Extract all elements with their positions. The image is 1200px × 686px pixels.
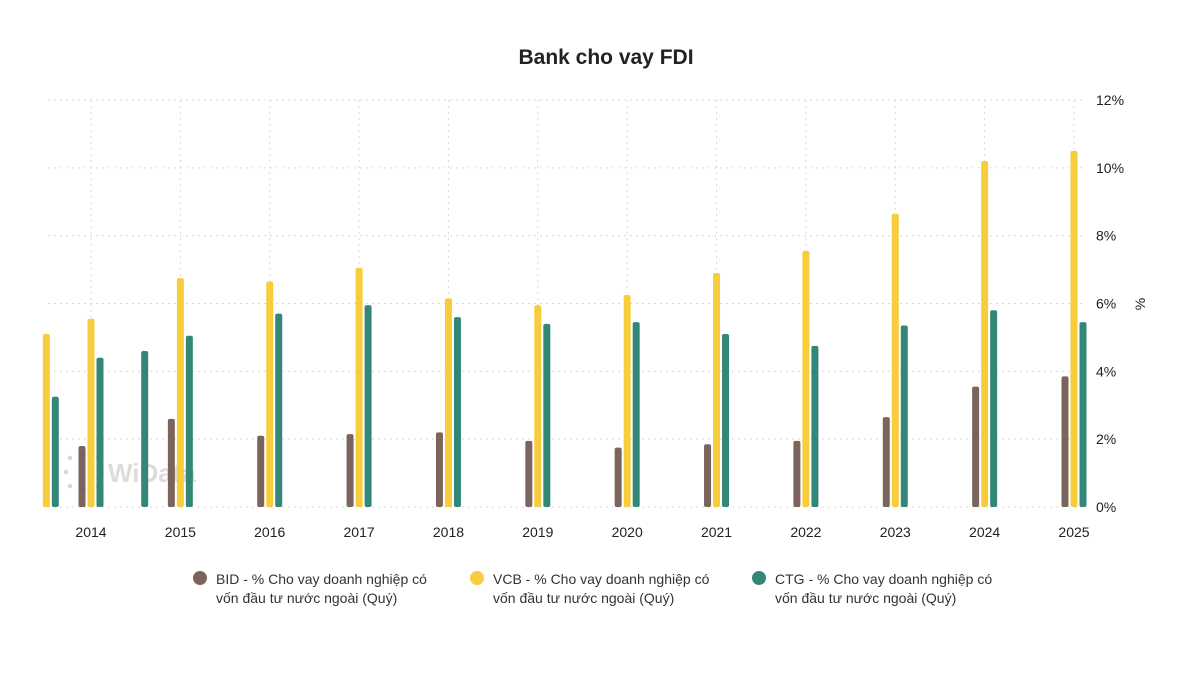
x-tick-label: 2022: [790, 524, 821, 540]
bar-ctg[interactable]: [141, 350, 149, 507]
bar-vcb[interactable]: [42, 334, 50, 507]
legend: BID - % Cho vay doanh nghiệp có vốn đầu t…: [193, 571, 992, 606]
y-tick-label: 6%: [1096, 296, 1116, 312]
bar-vcb[interactable]: [266, 281, 274, 507]
bar-ctg[interactable]: [900, 325, 908, 507]
bar-vcb[interactable]: [355, 267, 363, 507]
bars: [42, 150, 1087, 508]
grid: [48, 99, 1083, 508]
bar-ctg[interactable]: [185, 335, 193, 507]
bar-bid[interactable]: [1061, 376, 1069, 507]
bar-bid[interactable]: [435, 432, 443, 507]
bar-bid[interactable]: [882, 417, 890, 507]
bar-ctg[interactable]: [632, 322, 640, 507]
y-tick-label: 10%: [1096, 160, 1124, 176]
y-axis-ticks: 0% 2% 4% 6% 8% 10% 12%: [1096, 92, 1124, 515]
bar-ctg[interactable]: [811, 345, 819, 507]
watermark-dot: [67, 483, 73, 489]
bar-ctg[interactable]: [51, 396, 59, 507]
bar-ctg[interactable]: [364, 305, 372, 507]
bar-vcb[interactable]: [623, 295, 631, 507]
y-tick-label: 12%: [1096, 92, 1124, 108]
bar-vcb[interactable]: [534, 305, 542, 507]
x-tick-label: 2015: [165, 524, 196, 540]
bar-vcb[interactable]: [981, 161, 989, 508]
chart-title: Bank cho vay FDI: [518, 46, 693, 69]
x-tick-label: 2017: [344, 524, 375, 540]
x-tick-label: 2014: [75, 524, 106, 540]
x-tick-label: 2023: [880, 524, 911, 540]
bar-vcb[interactable]: [713, 272, 721, 507]
x-tick-label: 2021: [701, 524, 732, 540]
bar-ctg[interactable]: [722, 334, 730, 507]
bar-vcb[interactable]: [802, 250, 810, 507]
bar-ctg[interactable]: [1079, 322, 1087, 507]
bar-bid[interactable]: [614, 447, 622, 507]
bar-vcb[interactable]: [444, 298, 452, 507]
y-tick-label: 2%: [1096, 431, 1116, 447]
watermark-dot: [67, 455, 73, 461]
watermark-dot: [63, 469, 69, 475]
bar-ctg[interactable]: [453, 317, 461, 507]
legend-marker-bid[interactable]: [193, 571, 207, 585]
y-tick-label: 4%: [1096, 363, 1116, 379]
bar-vcb[interactable]: [1070, 150, 1078, 507]
y-axis-label: %: [1132, 298, 1148, 310]
bar-vcb[interactable]: [891, 213, 899, 507]
bar-ctg[interactable]: [990, 310, 998, 507]
bar-ctg[interactable]: [275, 313, 283, 507]
x-tick-label: 2025: [1058, 524, 1089, 540]
x-tick-label: 2024: [969, 524, 1000, 540]
legend-label-vcb[interactable]: VCB - % Cho vay doanh nghiệp có: [493, 571, 710, 587]
bar-bid[interactable]: [972, 386, 980, 507]
legend-marker-vcb[interactable]: [470, 571, 484, 585]
bar-vcb[interactable]: [87, 318, 95, 507]
legend-label-bid[interactable]: vốn đầu tư nước ngoài (Quý): [216, 590, 397, 606]
bar-bid[interactable]: [525, 440, 533, 507]
bar-bid[interactable]: [78, 445, 86, 507]
bar-ctg[interactable]: [543, 323, 551, 507]
x-tick-label: 2020: [612, 524, 643, 540]
legend-label-bid[interactable]: BID - % Cho vay doanh nghiệp có: [216, 571, 427, 587]
x-axis-ticks: 2014 2015 2016 2017 2018 2019 2020 2021 2022 2023…: [75, 524, 1089, 540]
legend-label-ctg[interactable]: vốn đầu tư nước ngoài (Quý): [775, 590, 956, 606]
bar-bid[interactable]: [257, 435, 265, 507]
y-tick-label: 8%: [1096, 228, 1116, 244]
legend-label-vcb[interactable]: vốn đầu tư nước ngoài (Quý): [493, 590, 674, 606]
x-tick-label: 2016: [254, 524, 285, 540]
x-tick-label: 2019: [522, 524, 553, 540]
legend-marker-ctg[interactable]: [752, 571, 766, 585]
bar-vcb[interactable]: [176, 278, 184, 507]
legend-label-ctg[interactable]: CTG - % Cho vay doanh nghiệp có: [775, 571, 992, 587]
y-tick-label: 0%: [1096, 499, 1116, 515]
bar-bid[interactable]: [167, 418, 175, 507]
bar-bid[interactable]: [793, 440, 801, 507]
x-tick-label: 2018: [433, 524, 464, 540]
bar-bid[interactable]: [704, 444, 712, 507]
bar-ctg[interactable]: [96, 357, 104, 507]
bar-bid[interactable]: [346, 434, 354, 507]
